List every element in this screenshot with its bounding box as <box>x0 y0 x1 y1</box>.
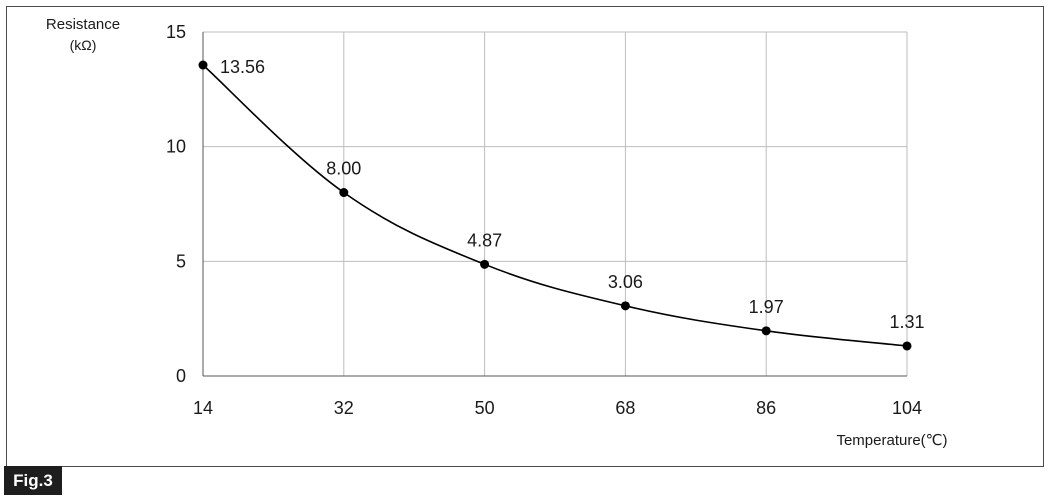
grid <box>202 31 908 377</box>
chart-frame <box>6 6 1044 467</box>
data-point <box>902 341 912 351</box>
x-tick-label: 86 <box>756 398 776 418</box>
x-axis-label: Temperature(℃) <box>836 432 947 449</box>
data-point <box>761 326 771 336</box>
data-label: 3.06 <box>608 272 643 292</box>
x-tick-label: 50 <box>475 398 495 418</box>
y-tick-label: 15 <box>166 22 186 42</box>
figure-label: Fig.3 <box>4 466 62 495</box>
x-tick-label: 14 <box>193 398 213 418</box>
data-point <box>480 259 490 269</box>
y-tick-label: 5 <box>176 251 186 271</box>
x-tick-label: 32 <box>334 398 354 418</box>
data-point <box>339 188 349 198</box>
data-point <box>620 301 630 311</box>
data-label: 1.31 <box>889 312 924 332</box>
axes <box>202 32 907 377</box>
x-tick-label: 104 <box>892 398 922 418</box>
data-label: 8.00 <box>326 159 361 179</box>
y-tick-labels: 0 5 10 15 <box>166 22 186 386</box>
series-line <box>202 64 908 347</box>
data-label: 4.87 <box>467 230 502 250</box>
y-axis-label: Resistance <box>46 16 120 33</box>
y-tick-label: 10 <box>166 137 186 157</box>
y-axis-unit: (kΩ) <box>70 37 97 53</box>
data-points <box>198 60 912 351</box>
data-point <box>198 60 208 70</box>
data-label: 13.56 <box>220 57 265 77</box>
x-tick-label: 68 <box>615 398 635 418</box>
y-tick-label: 0 <box>176 366 186 386</box>
data-label: 1.97 <box>749 297 784 317</box>
data-labels: 13.56 8.00 4.87 3.06 1.97 1.31 <box>220 57 925 332</box>
x-tick-labels: 14 32 50 68 86 104 <box>193 398 922 418</box>
